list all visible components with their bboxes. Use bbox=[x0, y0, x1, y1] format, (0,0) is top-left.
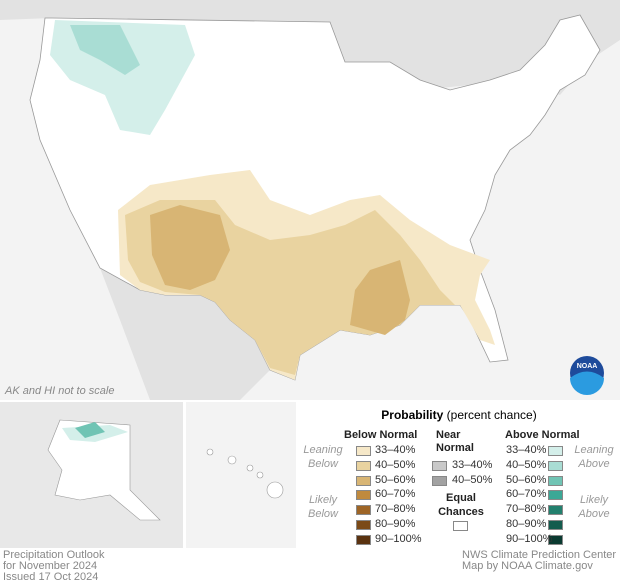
legend-label: 70–80% bbox=[375, 503, 416, 516]
hawaii-panel bbox=[186, 402, 296, 548]
equal-chances-swatch bbox=[453, 521, 468, 531]
noaa-logo-text: NOAA bbox=[577, 363, 598, 370]
likely-below: Likely Below bbox=[308, 494, 338, 520]
legend-swatch bbox=[548, 475, 563, 486]
legend-swatch bbox=[548, 460, 563, 471]
legend-label: 80–90% bbox=[375, 518, 416, 530]
legend-swatch bbox=[432, 475, 447, 486]
legend-label: 90–100% bbox=[506, 532, 553, 545]
legend-label: 80–90% bbox=[506, 518, 547, 530]
legend-swatch bbox=[356, 490, 371, 501]
legend-title: Probability bbox=[381, 408, 444, 422]
legend-swatch bbox=[356, 534, 371, 545]
legend-label: 60–70% bbox=[506, 488, 547, 501]
below-heading: Below Normal bbox=[344, 429, 418, 441]
legend-swatch bbox=[356, 475, 371, 486]
region-below-50-60 bbox=[150, 205, 230, 290]
footer-line: Map by NOAA Climate.gov bbox=[462, 560, 593, 572]
legend-swatch bbox=[548, 505, 563, 516]
legend-swatch bbox=[356, 460, 371, 471]
footer-right: NWS Climate Prediction Center Map by NOAA… bbox=[462, 550, 616, 572]
legend-title-row: Probability (percent chance) bbox=[298, 408, 620, 422]
footer-line: Precipitation Outlook bbox=[3, 549, 105, 561]
alaska-above bbox=[75, 422, 105, 438]
legend-swatch bbox=[548, 534, 563, 545]
leaning-above: Leaning Above bbox=[574, 444, 614, 470]
scale-note: AK and HI not to scale bbox=[4, 385, 114, 397]
region-above-40-50 bbox=[70, 25, 140, 75]
legend-label: 40–50% bbox=[452, 473, 493, 486]
legend-label: 33–40% bbox=[452, 459, 493, 471]
likely-above: Likely Above bbox=[578, 494, 610, 520]
noaa-logo-wave bbox=[570, 371, 604, 395]
legend-swatch bbox=[548, 446, 563, 456]
leaning-below: Leaning Below bbox=[303, 444, 343, 470]
legend-swatch bbox=[356, 505, 371, 516]
legend-label: 50–60% bbox=[375, 473, 416, 486]
alaska bbox=[47, 419, 161, 521]
footer-line: Issued 17 Oct 2024 bbox=[3, 571, 99, 583]
region-below-50-60 bbox=[350, 260, 410, 335]
legend-label: 90–100% bbox=[375, 532, 422, 545]
near-heading: Near Normal bbox=[436, 429, 474, 454]
map: NOAA AK and HI not to scale bbox=[0, 0, 620, 548]
footer-line: NWS Climate Prediction Center bbox=[462, 549, 617, 561]
canada bbox=[0, 0, 620, 95]
legend-label: 60–70% bbox=[375, 488, 416, 501]
above-heading: Above Normal bbox=[505, 429, 580, 441]
hawaii bbox=[206, 448, 284, 499]
legend: Probability (percent chance) Below Norma… bbox=[298, 402, 620, 548]
mexico bbox=[100, 268, 270, 400]
legend-swatch bbox=[356, 446, 371, 456]
equal-chances: Equal Chances bbox=[438, 492, 484, 518]
legend-swatch bbox=[548, 490, 563, 501]
legend-label: 50–60% bbox=[506, 473, 547, 486]
legend-subtitle: (percent chance) bbox=[446, 408, 537, 422]
footer-line: for November 2024 bbox=[3, 560, 98, 572]
legend-label: 40–50% bbox=[506, 458, 547, 471]
legend-swatch bbox=[356, 520, 371, 530]
footer-left: Precipitation Outlook for November 2024 Is… bbox=[3, 550, 105, 583]
legend-label: 33–40% bbox=[375, 444, 416, 456]
legend-label: 40–50% bbox=[375, 458, 416, 471]
legend-label: 70–80% bbox=[506, 503, 547, 516]
legend-swatch bbox=[548, 520, 563, 530]
legend-swatch bbox=[432, 461, 447, 471]
legend-label: 33–40% bbox=[506, 444, 547, 456]
